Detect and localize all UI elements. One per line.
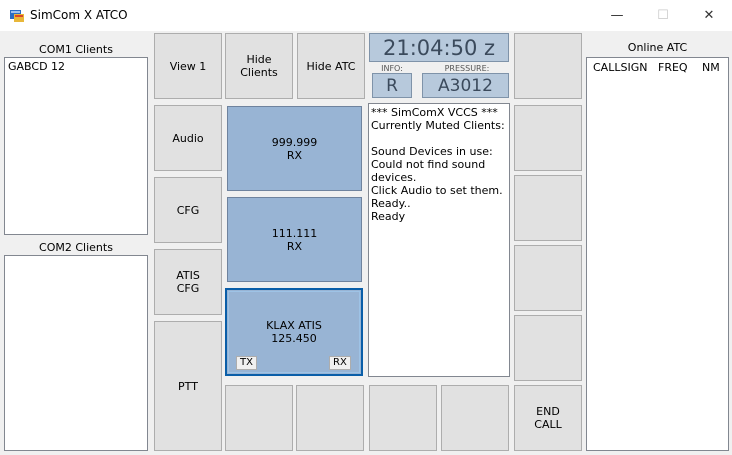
com2-clients-label: COM2 Clients <box>39 241 113 254</box>
hide-atc-button[interactable]: Hide ATC <box>297 33 365 99</box>
end-call-button[interactable]: END CALL <box>514 385 582 451</box>
view1-button[interactable]: View 1 <box>154 33 222 99</box>
tx-toggle[interactable]: TX <box>236 356 257 370</box>
rx-toggle[interactable]: RX <box>329 356 351 370</box>
freq-box-2[interactable]: 111.111 RX <box>227 197 362 282</box>
empty-slot-button-5[interactable] <box>514 33 582 99</box>
zulu-clock: 21:04:50 z <box>369 33 509 62</box>
freq-box-atis[interactable]: KLAX ATIS 125.450 TX RX <box>225 288 363 376</box>
title-bar: SimCom X ATCO — ☐ ✕ <box>0 0 732 31</box>
window-title: SimCom X ATCO <box>30 8 128 22</box>
pressure-value: A3012 <box>422 73 509 98</box>
cfg-button[interactable]: CFG <box>154 177 222 243</box>
online-atc-header: CALLSIGN FREQ NM <box>587 58 728 76</box>
atis-cfg-button[interactable]: ATIS CFG <box>154 249 222 315</box>
empty-slot-button-8[interactable] <box>514 245 582 311</box>
column-header-freq[interactable]: FREQ <box>658 61 688 74</box>
list-item[interactable]: GABCD 12 <box>8 60 66 73</box>
atis-info-letter: R <box>372 73 412 98</box>
online-atc-label: Online ATC <box>627 41 688 54</box>
empty-slot-button-2[interactable] <box>296 385 364 451</box>
minimize-button[interactable]: — <box>610 8 624 23</box>
empty-slot-button-6[interactable] <box>514 105 582 171</box>
freq-value: 111.111 <box>271 226 318 240</box>
status-log[interactable]: *** SimComX VCCS *** Currently Muted Cli… <box>368 103 510 377</box>
audio-button[interactable]: Audio <box>154 105 222 171</box>
pressure-label: PRESSURE: <box>444 64 490 73</box>
freq-value: 125.450 <box>271 332 317 345</box>
com1-clients-label: COM1 Clients <box>39 43 113 56</box>
com1-clients-list[interactable]: GABCD 12 <box>4 57 148 235</box>
empty-slot-button-4[interactable] <box>441 385 509 451</box>
freq-value: 999.999 <box>271 135 318 149</box>
com2-clients-list[interactable] <box>4 255 148 451</box>
app-icon <box>10 10 24 22</box>
ptt-button[interactable]: PTT <box>154 321 222 451</box>
freq-mode: RX <box>286 239 303 253</box>
empty-slot-button-3[interactable] <box>369 385 437 451</box>
freq-station: KLAX ATIS <box>266 319 322 332</box>
empty-slot-button-9[interactable] <box>514 315 582 381</box>
column-header-callsign[interactable]: CALLSIGN <box>593 61 648 74</box>
close-button[interactable]: ✕ <box>703 8 715 23</box>
maximize-button[interactable]: ☐ <box>657 8 669 23</box>
freq-mode: RX <box>286 148 303 162</box>
column-header-nm[interactable]: NM <box>702 61 720 74</box>
info-label: INFO: <box>381 64 403 73</box>
empty-slot-button-7[interactable] <box>514 175 582 241</box>
hide-clients-button[interactable]: Hide Clients <box>225 33 293 99</box>
empty-slot-button-1[interactable] <box>225 385 293 451</box>
online-atc-list[interactable]: CALLSIGN FREQ NM <box>586 57 729 451</box>
freq-box-1[interactable]: 999.999 RX <box>227 106 362 191</box>
